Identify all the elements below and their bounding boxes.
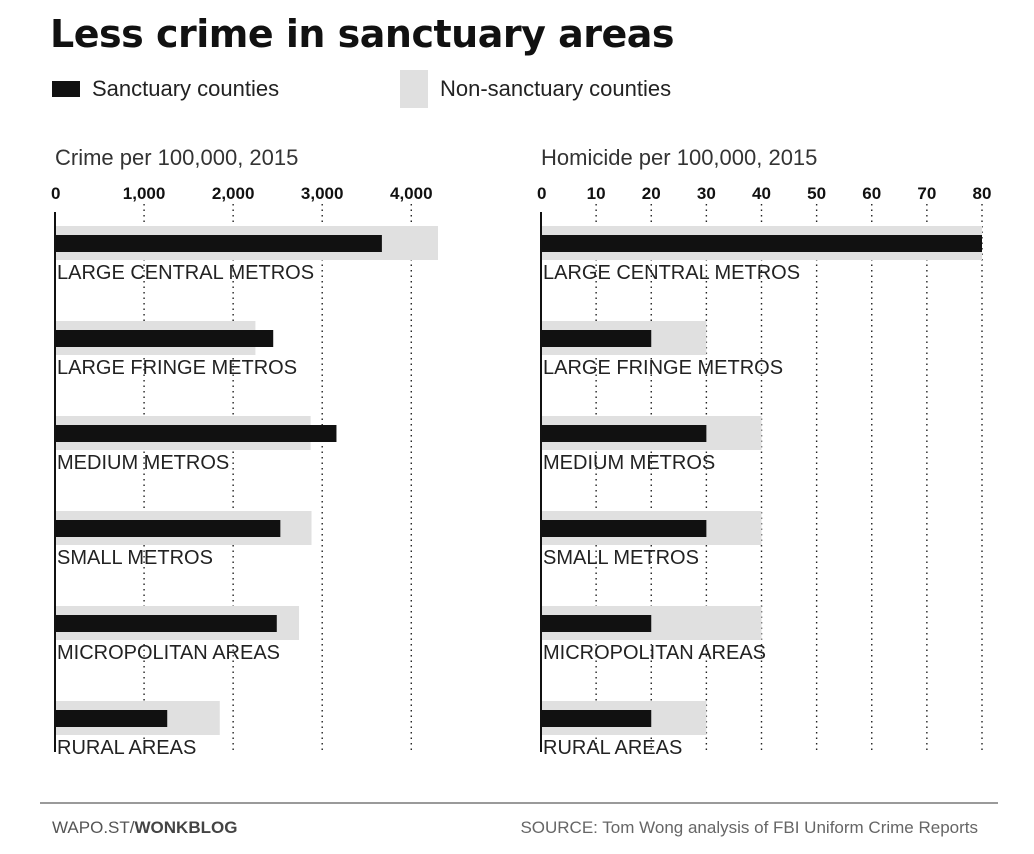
legend-label-sanctuary: Sanctuary counties	[92, 76, 280, 101]
footer-credit-prefix: WAPO.ST/	[52, 818, 135, 837]
homicide-tick-label: 30	[697, 184, 716, 203]
homicide-category-label: SMALL METROS	[543, 547, 699, 569]
crime-chart-title: Crime per 100,000, 2015	[55, 145, 298, 170]
homicide-category-label: MICROPOLITAN AREAS	[543, 642, 766, 664]
footer-source: SOURCE: Tom Wong analysis of FBI Uniform…	[520, 818, 978, 837]
homicide-category-label: MEDIUM METROS	[543, 452, 715, 474]
homicide-bar-sanctuary	[541, 520, 707, 537]
homicide-tick-label: 70	[917, 184, 936, 203]
homicide-tick-label: 20	[642, 184, 661, 203]
homicide-tick-label: 10	[587, 184, 606, 203]
crime-category-label: RURAL AREAS	[57, 737, 196, 759]
homicide-category-label: LARGE CENTRAL METROS	[543, 262, 800, 284]
footer-credit-brand: WONKBLOG	[134, 818, 238, 837]
crime-bar-sanctuary	[55, 520, 281, 537]
legend-sanctuary: Sanctuary counties	[52, 70, 279, 108]
crime-tick-label: 2,000	[212, 184, 255, 203]
homicide-chart-title: Homicide per 100,000, 2015	[541, 145, 817, 170]
crime-tick-label: 1,000	[123, 184, 166, 203]
crime-bar-sanctuary	[55, 615, 277, 632]
homicide-tick-label: 60	[862, 184, 881, 203]
crime-category-label: MEDIUM METROS	[57, 452, 229, 474]
homicide-category-label: RURAL AREAS	[543, 737, 682, 759]
crime-category-label: MICROPOLITAN AREAS	[57, 642, 280, 664]
crime-tick-label: 4,000	[390, 184, 433, 203]
homicide-tick-label: 80	[973, 184, 992, 203]
legend-swatch-sanctuary	[52, 81, 80, 97]
homicide-tick-label: 40	[752, 184, 771, 203]
crime-category-label: SMALL METROS	[57, 547, 213, 569]
footer-credit: WAPO.ST/WONKBLOG	[52, 818, 237, 838]
footer-divider	[40, 802, 998, 804]
crime-category-label: LARGE FRINGE METROS	[57, 357, 297, 379]
homicide-bar-sanctuary	[541, 235, 982, 252]
crime-bar-sanctuary	[55, 330, 274, 347]
legend-swatch-non-sanctuary	[400, 70, 428, 108]
homicide-category-label: LARGE FRINGE METROS	[543, 357, 783, 379]
legend-non-sanctuary: Non-sanctuary counties	[400, 70, 671, 108]
homicide-tick-label: 0	[537, 184, 546, 203]
legend-label-non-sanctuary: Non-sanctuary counties	[440, 76, 672, 101]
crime-tick-label: 3,000	[301, 184, 344, 203]
charts-canvas: Crime per 100,000, 2015 0 1,000 2,000 3,000 4…	[51, 145, 992, 759]
crime-tick-label: 0	[51, 184, 60, 203]
homicide-bar-sanctuary	[541, 615, 652, 632]
crime-bar-sanctuary	[55, 235, 382, 252]
crime-category-label: LARGE CENTRAL METROS	[57, 262, 314, 284]
crime-bar-sanctuary	[55, 710, 168, 727]
homicide-bar-sanctuary	[541, 330, 652, 347]
crime-bar-sanctuary	[55, 425, 337, 442]
chart-title: Less crime in sanctuary areas	[50, 12, 675, 56]
homicide-tick-label: 50	[807, 184, 826, 203]
homicide-bar-sanctuary	[541, 710, 652, 727]
homicide-bar-sanctuary	[541, 425, 707, 442]
